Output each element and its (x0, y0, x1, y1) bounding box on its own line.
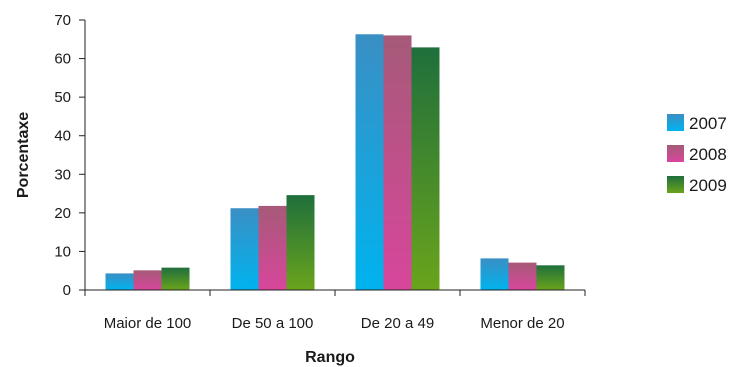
bar-2008-2 (383, 35, 412, 290)
y-tick-label: 30 (54, 166, 71, 183)
x-axis-title: Rango (305, 349, 355, 366)
bar-2008-3 (508, 262, 537, 290)
bar-2009-1 (286, 195, 315, 290)
legend-label: 2007 (689, 114, 727, 133)
legend: 2007 2008 2009 (667, 114, 727, 195)
y-tick-label: 0 (63, 282, 71, 299)
y-tick-label: 40 (54, 128, 71, 145)
x-tick-label: Maior de 100 (104, 315, 192, 332)
legend-label: 2009 (689, 176, 727, 195)
bar-2008-0 (133, 270, 162, 290)
y-axis-title: Porcentaxe (15, 112, 32, 198)
y-tick-label: 20 (54, 205, 71, 222)
y-tick-label: 60 (54, 51, 71, 68)
bar-2009-0 (161, 267, 190, 290)
bar-2009-2 (411, 47, 440, 291)
legend-label: 2008 (689, 145, 727, 164)
bar-2007-2 (355, 34, 384, 291)
bar-2009-3 (536, 265, 565, 290)
bar-2007-1 (230, 208, 259, 290)
axes-layer: 0 10 20 30 40 50 60 70 Maior de 100 De 50 a 100 De… (54, 12, 586, 332)
x-tick-label: De 20 a 49 (361, 315, 434, 332)
y-tick-label: 50 (54, 89, 71, 106)
bar-2007-0 (105, 273, 134, 290)
legend-swatch-2009 (667, 176, 684, 193)
bar-2007-3 (480, 258, 509, 290)
legend-swatch-2008 (667, 145, 684, 162)
bars-layer (105, 34, 565, 291)
legend-swatch-2007 (667, 114, 684, 131)
y-tick-label: 10 (54, 243, 71, 260)
bar-2008-1 (258, 205, 287, 290)
x-tick-label: De 50 a 100 (232, 315, 314, 332)
x-tick-label: Menor de 20 (480, 315, 564, 332)
y-tick-label: 70 (54, 12, 71, 29)
